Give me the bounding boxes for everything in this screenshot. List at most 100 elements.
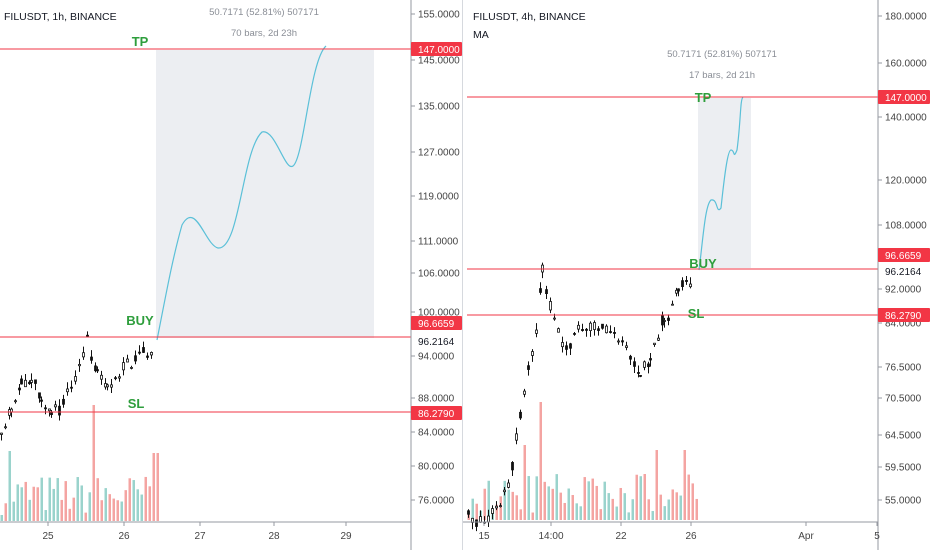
volume-bar [623,493,626,520]
candle [593,322,596,330]
volume-bar [24,481,27,521]
candle [118,376,121,379]
volume-bar [12,501,15,521]
candle [74,376,77,382]
candle [503,489,506,493]
candle [94,365,97,372]
volume-bar [16,484,19,521]
volume-bar [555,474,558,520]
candle [657,337,660,341]
time-tick-label: 26 [685,531,697,542]
candle [34,379,37,384]
tp-price-tag: 147.0000 [878,90,930,104]
candle [535,329,538,334]
sl-price-tag: 86.2790 [411,406,462,420]
buy-label: BUY [126,313,154,328]
time-axis[interactable]: 25 26 27 28 29 [0,521,411,542]
volume-bar [687,474,690,520]
candle [639,375,642,377]
svg-text:96.6659: 96.6659 [885,251,922,262]
time-tick-label: 26 [118,531,130,542]
volume-bar [519,509,522,520]
price-tick-label: 76.5000 [885,363,922,374]
left-chart-marks [0,45,411,521]
candle [126,358,129,363]
volume-bar [619,487,622,520]
volume-bar [44,510,47,521]
candle [78,364,81,367]
candle [519,411,522,419]
price-tick-label: 88.0000 [418,394,455,405]
candle [577,324,580,330]
pane-divider[interactable] [462,0,463,550]
volume-bar [8,451,11,521]
volume-bar [503,480,506,520]
candle [663,320,666,322]
candle [122,362,125,371]
volume-bar [607,493,610,520]
symbol-title[interactable]: FILUSDT, 1h, BINANCE [4,11,117,23]
price-axis[interactable]: 155.0000 145.0000 135.0000 127.0000 119.0000… [410,0,460,550]
symbol-title[interactable]: FILUSDT, 4h, BINANCE [473,11,586,23]
candle [499,505,502,508]
volume-bar [559,492,562,520]
left-chart-pane[interactable]: FILUSDT, 1h, BINANCE 50.7171 (52.81%) 50… [0,0,462,550]
time-axis[interactable]: 15 14:00 22 26 Apr 5 [463,521,880,542]
volume-bar [571,495,574,520]
volume-bar [499,496,502,520]
volume-bar [96,478,99,521]
svg-text:86.2790: 86.2790 [885,311,922,322]
price-tick-label: 100.0000 [418,308,460,319]
volume-bar [635,474,638,520]
candle [539,288,542,293]
right-chart-marks [467,96,878,532]
candle [110,384,113,388]
candle [681,280,684,287]
candle [667,317,670,321]
volume-bar [104,488,107,521]
price-tick-label: 59.5000 [885,463,922,474]
candle [467,510,470,515]
volume-bar [527,476,530,520]
candle [573,333,576,335]
price-tick-label: 111.0000 [418,237,459,248]
projection-path [698,96,744,271]
volume-bar [587,481,590,520]
buy-price-tag: 96.6659 [878,248,930,262]
last-price: 96.2164 [885,267,922,278]
volume-bar [112,498,115,521]
candle [589,322,592,332]
candle [605,325,608,334]
candle [24,379,27,388]
candle [621,340,624,343]
volume-bar [663,506,666,520]
indicator-label[interactable]: MA [473,29,489,41]
candle [134,355,137,362]
volume-bar [651,511,654,520]
volume-bar [68,508,71,521]
volume-bar [599,509,602,520]
price-tick-label: 155.0000 [418,10,460,21]
candle [545,289,548,295]
volume-bar [76,477,79,521]
sl-label: SL [128,396,145,411]
price-tick-label: 127.0000 [418,148,460,159]
candle [549,301,552,311]
candle [30,379,33,383]
candle [565,345,568,350]
candle [633,361,636,367]
volume-bar [36,487,39,521]
volume-bar [611,498,614,520]
candle [487,515,490,523]
candle [0,432,3,435]
volume-bar [627,512,630,520]
volume-bar [579,506,582,520]
volume-bar [144,476,147,521]
volume-bar [647,499,650,520]
tp-label: TP [132,34,149,49]
candle [90,356,93,361]
right-chart-pane[interactable]: FILUSDT, 4h, BINANCE MA 50.7171 (52.81%)… [463,0,932,550]
candle [18,387,21,391]
tp-price-tag: 147.0000 [411,42,462,56]
candle [142,347,145,353]
